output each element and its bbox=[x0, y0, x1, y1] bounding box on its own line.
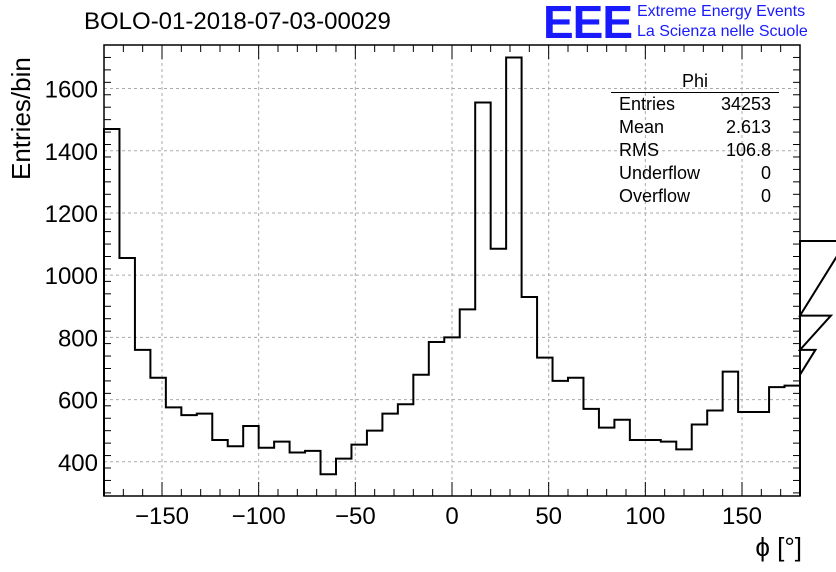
histogram-step-line bbox=[103, 56, 836, 496]
x-axis-label: ϕ [°] bbox=[755, 532, 802, 562]
x-tick-label: −100 bbox=[232, 503, 286, 530]
stats-value: 106.8 bbox=[725, 140, 771, 160]
stats-box-name: Phi bbox=[611, 70, 779, 93]
axis-tick-labels: −150 −100 −50 0 50 100 150 400 600 800 1000 1200 140… bbox=[45, 77, 762, 530]
stats-row-overflow: Overflow 0 bbox=[611, 185, 779, 208]
stats-label: Overflow bbox=[619, 186, 691, 206]
y-tick-label: 1200 bbox=[45, 201, 98, 228]
x-tick-label: −150 bbox=[135, 503, 189, 530]
stats-box: Phi Entries 34253 Mean 2.613 RMS 106.8 Unde… bbox=[611, 70, 779, 208]
y-axis-label: Entries/bin bbox=[6, 57, 36, 180]
y-tick-label: 800 bbox=[58, 325, 98, 352]
y-tick-label: 600 bbox=[58, 388, 98, 415]
logo-line-2: La Scienza nelle Scuole bbox=[637, 23, 808, 40]
y-tick-label: 1400 bbox=[45, 139, 98, 166]
y-tick-label: 1600 bbox=[45, 77, 98, 104]
stats-row-rms: RMS 106.8 bbox=[611, 139, 779, 162]
eee-logo: EEE bbox=[543, 0, 633, 48]
stats-value: 2.613 bbox=[725, 117, 771, 137]
logo-line-1: Extreme Energy Events bbox=[637, 3, 806, 20]
y-tick-label: 400 bbox=[58, 450, 98, 477]
x-tick-label: 50 bbox=[535, 503, 562, 530]
axis-ticks bbox=[103, 44, 801, 496]
x-tick-label: 0 bbox=[445, 503, 458, 530]
stats-row-mean: Mean 2.613 bbox=[611, 116, 779, 139]
stats-label: Entries bbox=[619, 94, 676, 114]
stats-label: Underflow bbox=[619, 163, 701, 183]
stats-value: 34253 bbox=[720, 94, 771, 114]
x-tick-label: 100 bbox=[625, 503, 665, 530]
stats-value: 0 bbox=[760, 186, 771, 206]
stats-row-underflow: Underflow 0 bbox=[611, 162, 779, 185]
y-tick-label: 1000 bbox=[45, 263, 98, 290]
stats-row-entries: Entries 34253 bbox=[611, 93, 779, 116]
eee-logo-text: Extreme Energy Events La Scienza nelle S… bbox=[637, 2, 808, 42]
stats-label: Mean bbox=[619, 117, 665, 137]
stats-value: 0 bbox=[760, 163, 771, 183]
x-tick-label: −50 bbox=[335, 503, 376, 530]
histogram-title: BOLO-01-2018-07-03-00029 bbox=[84, 8, 391, 35]
x-tick-label: 150 bbox=[722, 503, 762, 530]
stats-label: RMS bbox=[619, 140, 659, 160]
